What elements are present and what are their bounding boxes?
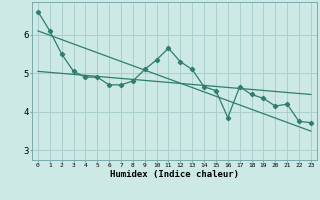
X-axis label: Humidex (Indice chaleur): Humidex (Indice chaleur) — [110, 170, 239, 179]
